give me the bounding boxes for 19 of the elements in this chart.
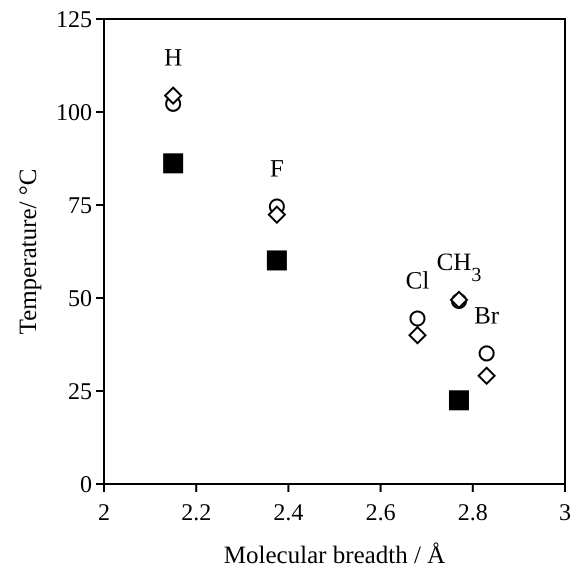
x-tick-label: 2.6 <box>366 500 396 526</box>
y-tick-label: 100 <box>56 100 92 126</box>
annotation: F <box>270 155 284 182</box>
y-tick-label: 0 <box>80 472 92 498</box>
annotation: Br <box>474 302 500 330</box>
annotation: Cl <box>406 267 430 294</box>
annotation: CH$_{3}$ <box>436 248 482 286</box>
x-tick-label: 2 <box>98 500 110 526</box>
y-tick-label: 25 <box>68 379 92 405</box>
annotation: H <box>164 44 182 72</box>
y-tick-label: 75 <box>68 193 92 219</box>
x-tick-label: 2.4 <box>273 500 304 526</box>
x-tick-label: 3 <box>559 500 571 526</box>
y-tick-label: 50 <box>68 286 92 312</box>
x-tick-label: 2.8 <box>458 500 488 526</box>
x-axis-title: Molecular breadth / Å <box>224 542 446 569</box>
y-axis-title: Temperature/ °C <box>15 168 42 334</box>
x-tick-label: 2.2 <box>181 500 212 526</box>
y-tick-label: 125 <box>56 7 92 33</box>
